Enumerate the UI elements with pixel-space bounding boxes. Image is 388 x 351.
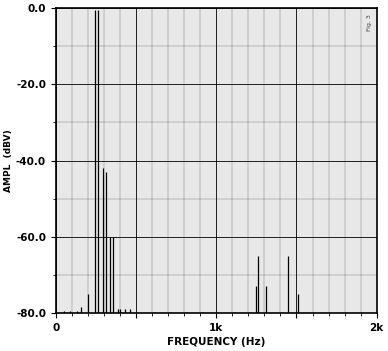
Text: Fig. 3: Fig. 3 [367, 14, 372, 31]
X-axis label: FREQUENCY (Hz): FREQUENCY (Hz) [167, 337, 265, 347]
Y-axis label: AMPL  (dBV): AMPL (dBV) [4, 129, 13, 192]
